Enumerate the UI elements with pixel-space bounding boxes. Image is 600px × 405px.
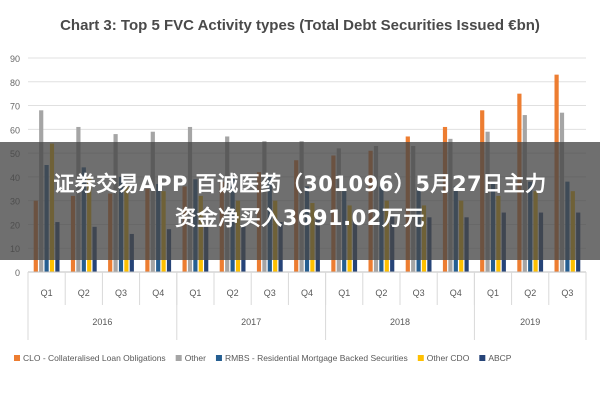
legend-label: RMBS - Residential Mortgage Backed Secur… [225, 353, 408, 363]
y-tick-label: 0 [15, 268, 20, 278]
x-tick-label: Q3 [115, 288, 127, 298]
legend-swatch [479, 355, 486, 361]
chart-title: Chart 3: Top 5 FVC Activity types (Total… [60, 17, 540, 34]
x-tick-label: Q1 [41, 288, 53, 298]
y-tick-label: 70 [10, 102, 20, 112]
x-tick-label: Q1 [189, 288, 201, 298]
x-tick-label: Q3 [561, 288, 573, 298]
x-group-label: 2018 [390, 317, 410, 327]
legend-label: ABCP [488, 353, 511, 363]
y-tick-label: 60 [10, 125, 20, 135]
x-tick-label: Q2 [524, 288, 536, 298]
overlay-headline-line2: 资金净买入3691.02万元 [175, 206, 425, 230]
x-group-label: 2019 [520, 317, 540, 327]
legend-swatch [417, 355, 424, 361]
y-tick-label: 90 [10, 54, 20, 64]
x-tick-label: Q4 [450, 288, 462, 298]
legend-swatch [215, 355, 222, 361]
x-tick-label: Q1 [487, 288, 499, 298]
legend-swatch [175, 355, 182, 361]
legend-label: Other [185, 353, 206, 363]
x-tick-label: Q2 [78, 288, 90, 298]
x-group-label: 2016 [92, 317, 112, 327]
x-tick-label: Q3 [264, 288, 276, 298]
x-tick-label: Q2 [375, 288, 387, 298]
legend-label: Other CDO [427, 353, 470, 363]
legend-label: CLO - Collateralised Loan Obligations [23, 353, 166, 363]
legend-swatch [14, 355, 20, 361]
x-group-label: 2017 [241, 317, 261, 327]
x-tick-label: Q2 [227, 288, 239, 298]
x-tick-label: Q4 [152, 288, 164, 298]
y-tick-label: 80 [10, 78, 20, 88]
x-tick-label: Q4 [301, 288, 313, 298]
x-tick-label: Q3 [413, 288, 425, 298]
overlay-banner[interactable]: 证券交易APP 百诚医药（301096）5月27日主力 资金净买入3691.02… [0, 142, 600, 260]
x-tick-label: Q1 [338, 288, 350, 298]
overlay-headline-line1: 证券交易APP 百诚医药（301096）5月27日主力 [53, 172, 547, 196]
